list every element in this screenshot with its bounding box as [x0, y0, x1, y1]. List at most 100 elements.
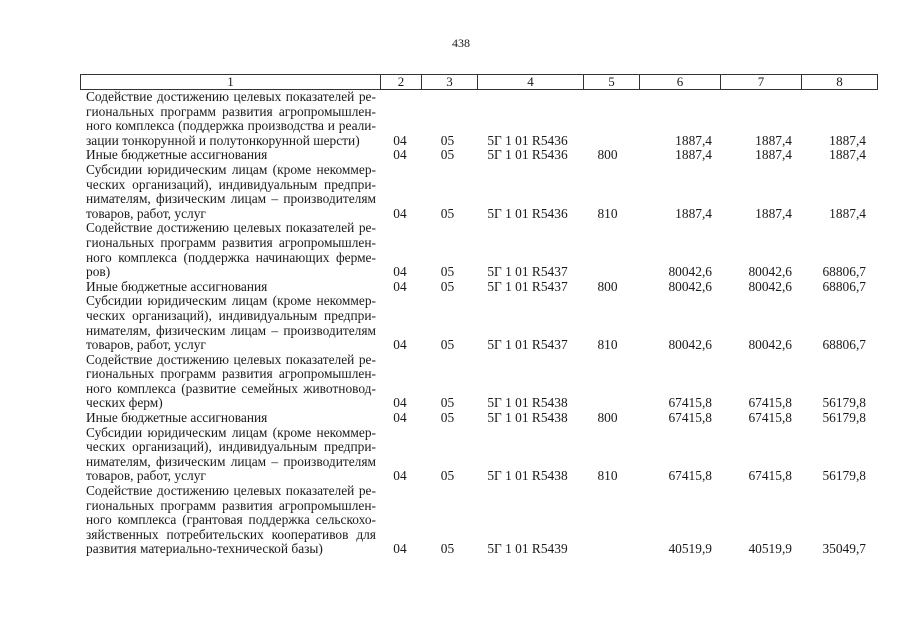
cell-col-4: 5Г 1 01 R5438: [487, 468, 568, 484]
cell-col-3: 05: [440, 468, 455, 484]
cell-col-8: 68806,7: [822, 337, 866, 353]
cell-col-4: 5Г 1 01 R5438: [487, 395, 568, 411]
description-line: Содействие достижению целевых показателей ре…: [86, 483, 376, 499]
cell-col-7: 67415,8: [748, 410, 792, 426]
description-line: ров): [86, 264, 111, 280]
description-line: ного комплекса (грантовая поддержка сельскох…: [86, 512, 376, 528]
cell-col-2: 04: [393, 278, 407, 294]
description-line: ческих ферм): [86, 395, 163, 411]
cell-col-8: 56179,8: [822, 468, 866, 484]
cell-col-7: 80042,6: [748, 264, 792, 280]
description-line: гиональных программ развития агропромышлен-: [86, 234, 376, 250]
description-line: Иные бюджетные ассигнования: [86, 147, 268, 163]
cell-col-5: 810: [597, 205, 618, 221]
cell-col-3: 05: [440, 541, 455, 557]
description-line: развития материально-технической базы): [86, 541, 323, 557]
cell-col-7: 80042,6: [748, 337, 792, 353]
description-line: товаров, работ, услуг: [86, 468, 206, 484]
cell-col-6: 67415,8: [668, 395, 712, 411]
cell-col-5: [580, 542, 635, 557]
cell-col-5: 810: [597, 468, 618, 484]
cell-col-7: 1887,4: [755, 132, 792, 148]
description-line: ческих организаций), индивидуальным предпри…: [86, 439, 376, 455]
row-description: Содействие достижению целевых показателей ре…: [80, 351, 376, 411]
cell-col-2: 04: [393, 205, 407, 221]
cell-col-8: 56179,8: [822, 395, 866, 411]
description-line: ческих организаций), индивидуальным предпри…: [86, 176, 376, 192]
table-row: Содействие достижению целевых показателей ре…: [80, 89, 870, 149]
description-line: Субсидии юридическим лицам (кроме некоммер-: [86, 161, 376, 177]
table-row: Субсидии юридическим лицам (кроме некоммер-ч…: [80, 294, 870, 352]
cell-col-4: 5Г 1 01 R5436: [487, 147, 568, 163]
header-col-6: 6: [639, 75, 720, 89]
description-line: ного комплекса (поддержка производства и реал…: [86, 118, 376, 134]
page-number: 438: [452, 36, 470, 50]
table-row: Субсидии юридическим лицам (кроме некоммер-ч…: [80, 161, 870, 221]
table-row: Иные бюджетные ассигнования 04 05 5Г 1 01 R…: [80, 278, 870, 295]
table-row: Иные бюджетные ассигнования 04 05 5Г 1 01 R…: [80, 148, 870, 163]
cell-col-4: 5Г 1 01 R5436: [487, 205, 568, 221]
cell-col-8: 35049,7: [822, 541, 866, 557]
description-line: гиональных программ развития агропромышлен-: [86, 497, 376, 513]
cell-col-5: [580, 134, 635, 149]
cell-col-3: 05: [440, 205, 455, 221]
cell-col-5: 800: [597, 147, 618, 163]
cell-col-3: 05: [440, 147, 455, 163]
cell-col-3: 05: [440, 395, 455, 411]
cell-col-2: 04: [393, 395, 407, 411]
cell-col-5: 800: [597, 410, 618, 426]
cell-col-4: 5Г 1 01 R5437: [487, 337, 568, 353]
header-col-5: 5: [583, 75, 639, 89]
description-line: Иные бюджетные ассигнования: [86, 410, 268, 426]
table-row: Содействие достижению целевых показателей ре…: [80, 351, 870, 411]
table-header: 1 2 3 4 5 6 7 8: [80, 74, 878, 90]
description-line: Содействие достижению целевых показателей ре…: [86, 351, 376, 367]
description-line: нимателям, физическим лицам – производителям: [86, 191, 376, 207]
description-line: товаров, работ, услуг: [86, 337, 206, 353]
header-col-2: 2: [380, 75, 421, 89]
cell-col-6: 80042,6: [668, 337, 712, 353]
header-col-3: 3: [421, 75, 477, 89]
cell-col-6: 1887,4: [675, 147, 712, 163]
cell-col-8: 1887,4: [829, 132, 866, 148]
cell-col-3: 05: [440, 132, 455, 148]
cell-col-8: 68806,7: [822, 264, 866, 280]
description-line: Содействие достижению целевых показателей ре…: [86, 220, 376, 236]
description-line: товаров, работ, услуг: [86, 205, 206, 221]
description-line: Иные бюджетные ассигнования: [86, 278, 268, 294]
cell-col-6: 80042,6: [668, 264, 712, 280]
cell-col-7: 80042,6: [748, 278, 792, 294]
header-col-7: 7: [720, 75, 801, 89]
row-description: Иные бюджетные ассигнования: [80, 278, 376, 295]
cell-col-6: 1887,4: [675, 205, 712, 221]
cell-col-3: 05: [440, 278, 455, 294]
cell-col-2: 04: [393, 337, 407, 353]
row-description: Иные бюджетные ассигнования: [80, 410, 376, 426]
cell-col-8: 56179,8: [822, 410, 866, 426]
cell-col-8: 1887,4: [829, 205, 866, 221]
cell-col-7: 67415,8: [748, 468, 792, 484]
description-line: ческих организаций), индивидуальным предпри…: [86, 307, 376, 323]
cell-col-2: 04: [393, 541, 407, 557]
table-row: Содействие достижению целевых показателей ре…: [80, 221, 870, 279]
description-line: Содействие достижению целевых показателей ре…: [86, 89, 376, 104]
header-col-4: 4: [477, 75, 583, 89]
cell-col-3: 05: [440, 264, 455, 280]
row-description: Содействие достижению целевых показателей ре…: [80, 483, 376, 557]
table-body: Содействие достижению целевых показателей ре…: [80, 89, 870, 557]
cell-col-6: 67415,8: [668, 410, 712, 426]
description-line: ного комплекса (развитие семейных животновод…: [86, 380, 376, 396]
cell-col-8: 1887,4: [829, 147, 866, 163]
cell-col-5: 810: [597, 337, 618, 353]
cell-col-6: 1887,4: [675, 132, 712, 148]
cell-col-4: 5Г 1 01 R5439: [487, 541, 568, 557]
header-col-1: 1: [227, 74, 234, 89]
cell-col-6: 80042,6: [668, 278, 712, 294]
cell-col-5: 800: [597, 278, 618, 294]
cell-col-2: 04: [393, 468, 407, 484]
row-description: Субсидии юридическим лицам (кроме некоммер-ч…: [80, 294, 376, 352]
row-description: Субсидии юридическим лицам (кроме некоммер-ч…: [80, 161, 376, 221]
row-description: Иные бюджетные ассигнования: [80, 148, 376, 163]
table-row: Иные бюджетные ассигнования 04 05 5Г 1 01 R…: [80, 410, 870, 426]
description-line: гиональных программ развития агропромышлен-: [86, 366, 376, 382]
